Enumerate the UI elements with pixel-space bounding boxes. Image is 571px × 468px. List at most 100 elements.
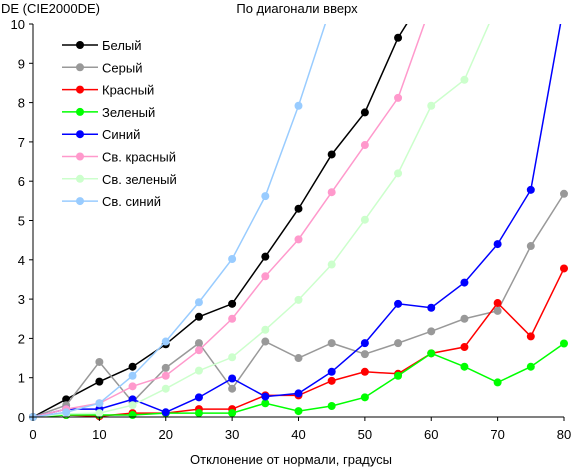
data-point bbox=[560, 189, 568, 198]
data-point bbox=[194, 298, 203, 307]
x-tick-label: 70 bbox=[490, 427, 504, 442]
data-point bbox=[460, 314, 469, 323]
x-tick-label: 50 bbox=[358, 427, 372, 442]
data-point bbox=[427, 303, 436, 312]
data-point bbox=[95, 399, 104, 408]
y-tick-label: 7 bbox=[18, 135, 25, 150]
data-point bbox=[95, 357, 104, 366]
series-line-2 bbox=[32, 193, 565, 418]
data-point bbox=[161, 384, 170, 393]
x-tick-label: 40 bbox=[291, 427, 305, 442]
data-point bbox=[294, 354, 303, 363]
data-point bbox=[261, 272, 270, 281]
data-point bbox=[327, 367, 336, 376]
data-point bbox=[62, 395, 71, 404]
legend-label: Св. зеленый bbox=[102, 172, 177, 187]
y-tick-label: 10 bbox=[11, 17, 25, 32]
data-point bbox=[161, 363, 170, 372]
y-tick-label: 8 bbox=[18, 96, 25, 111]
data-point bbox=[427, 0, 435, 8]
legend-label: Красный bbox=[102, 83, 154, 98]
data-point bbox=[194, 339, 203, 348]
data-point bbox=[526, 185, 535, 194]
data-point bbox=[294, 389, 303, 398]
legend-label: Белый bbox=[102, 38, 142, 53]
data-point bbox=[327, 260, 336, 269]
data-point bbox=[526, 332, 535, 341]
data-point bbox=[294, 235, 303, 244]
data-point bbox=[194, 393, 203, 402]
legend-label: Зеленый bbox=[102, 105, 155, 120]
data-point bbox=[194, 366, 203, 375]
y-tick-label: 2 bbox=[18, 331, 25, 346]
legend-marker bbox=[76, 152, 84, 161]
data-point bbox=[460, 75, 469, 84]
data-point bbox=[360, 339, 369, 348]
data-point bbox=[228, 255, 237, 264]
data-point bbox=[394, 93, 403, 102]
data-point bbox=[194, 346, 203, 355]
data-point bbox=[228, 384, 237, 393]
x-axis-title: Отклонение от нормали, градусы bbox=[190, 452, 392, 467]
data-point bbox=[228, 299, 237, 308]
legend-label: Св. синий bbox=[102, 194, 161, 209]
chart-title: По диагонали вверх bbox=[236, 1, 358, 16]
data-point bbox=[327, 339, 336, 348]
x-tick-label: 60 bbox=[424, 427, 438, 442]
data-point bbox=[460, 278, 469, 287]
data-point bbox=[394, 299, 403, 308]
data-point bbox=[128, 362, 137, 371]
data-point bbox=[128, 382, 137, 391]
x-tick-label: 10 bbox=[92, 427, 106, 442]
legend-marker bbox=[76, 174, 84, 183]
data-point bbox=[360, 350, 369, 359]
data-point bbox=[493, 240, 502, 249]
legend-marker bbox=[76, 130, 84, 139]
y-tick-label: 0 bbox=[18, 410, 25, 425]
y-tick-label: 9 bbox=[18, 56, 25, 71]
data-point bbox=[394, 371, 403, 380]
data-point bbox=[493, 306, 502, 315]
y-tick-label: 3 bbox=[18, 292, 25, 307]
data-point bbox=[327, 401, 336, 410]
x-tick-label: 20 bbox=[159, 427, 173, 442]
data-point bbox=[228, 353, 237, 362]
y-tick-label: 1 bbox=[18, 371, 25, 386]
legend-marker bbox=[76, 197, 84, 206]
data-point bbox=[494, 0, 502, 8]
data-point bbox=[128, 395, 137, 404]
data-point bbox=[261, 252, 270, 261]
legend-marker bbox=[76, 63, 84, 72]
legend-label: Синий bbox=[102, 127, 140, 142]
data-point bbox=[493, 299, 502, 308]
data-point bbox=[228, 374, 237, 383]
data-point bbox=[294, 407, 303, 416]
data-point bbox=[194, 409, 203, 418]
x-tick-label: 0 bbox=[29, 427, 36, 442]
data-point bbox=[261, 337, 270, 346]
legend-label: Св. красный bbox=[102, 150, 176, 165]
y-tick-label: 4 bbox=[18, 253, 25, 268]
data-point bbox=[261, 399, 270, 408]
data-point bbox=[128, 411, 137, 420]
data-point bbox=[161, 408, 170, 417]
data-point bbox=[228, 409, 237, 418]
x-tick-label: 80 bbox=[557, 427, 571, 442]
y-axis-title: DE (CIE2000DE) bbox=[1, 1, 100, 16]
data-point bbox=[427, 349, 436, 358]
data-point bbox=[194, 312, 203, 321]
data-point bbox=[327, 188, 336, 197]
data-point bbox=[261, 192, 270, 201]
legend-marker bbox=[76, 85, 84, 94]
data-point bbox=[360, 108, 369, 117]
data-point bbox=[560, 339, 568, 348]
data-point bbox=[427, 327, 436, 336]
data-point bbox=[327, 150, 336, 159]
data-point bbox=[128, 371, 137, 380]
data-point bbox=[427, 101, 436, 110]
data-point bbox=[394, 339, 403, 348]
data-point bbox=[161, 371, 170, 380]
data-point bbox=[128, 401, 137, 410]
data-point bbox=[360, 215, 369, 224]
